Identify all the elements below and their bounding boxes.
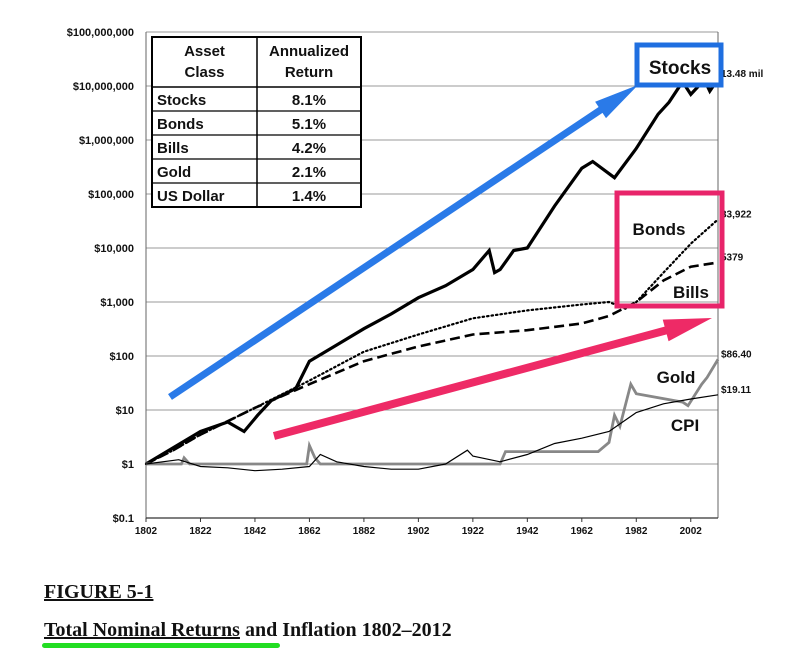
y-tick-label: $100,000,000 [67,27,134,39]
highlight-underline [42,643,280,648]
figure-number: FIGURE 5-1 [44,581,154,603]
stocks-arrow [168,85,639,400]
end-label-cpi: $19.11 [721,385,751,396]
y-tick-label: $100,000 [88,189,134,201]
x-tick-label: 1862 [298,526,321,537]
series-line-stocks [145,76,720,466]
bonds-bills-callout-box [614,190,725,309]
y-tick-label: $1,000 [100,297,134,309]
series-line-bills [145,261,719,466]
x-tick-label: 1842 [244,526,267,537]
series-end-labels: 13.48 mil 33,922 5379 $86.40 $19.11 [721,69,763,396]
table-header: Annualized [269,43,349,60]
table-cell-return: 5.1% [292,116,326,133]
table-cell-return: 1.4% [292,188,326,205]
x-tick-label: 2002 [680,526,703,537]
end-label-stocks: 13.48 mil [721,69,763,80]
series-line-cpi [145,394,719,472]
table-header: Return [285,64,333,81]
end-label-bills: 5379 [721,253,744,264]
end-label-gold: $86.40 [721,349,752,360]
figure-title: Total Nominal Returns and Inflation 1802… [44,619,452,642]
table-cell-return: 8.1% [292,92,326,109]
x-tick-label: 1802 [135,526,158,537]
returns-chart: $0.1 $1 $10 $100 $1,000 $10,000 $100,000 $1,000… [67,27,764,537]
y-tick-label: $10,000 [94,243,134,255]
callout-label-stocks: Stocks [649,58,711,79]
end-label-bonds: 33,922 [721,209,752,220]
y-tick-label: $10 [116,405,134,417]
y-tick-label: $100 [110,351,134,363]
y-tick-label: $1 [122,459,134,471]
stocks-callout-box [634,42,724,88]
series-callouts: Stocks Bonds Bills Gold CPI [614,42,725,435]
table-header: Asset [184,43,225,60]
x-tick-label: 1822 [189,526,212,537]
x-tick-label: 1982 [625,526,648,537]
callout-label-bills: Bills [673,283,709,302]
table-cell-asset: US Dollar [157,188,225,205]
series-line-gold [146,358,720,466]
y-tick-label: $1,000,000 [79,135,134,147]
table-cell-asset: Bonds [157,116,204,133]
y-tick-label: $0.1 [113,513,134,525]
x-tick-label: 1942 [516,526,539,537]
series-lines [144,76,720,472]
y-tick-label: $10,000,000 [73,81,134,93]
x-tick-label: 1922 [462,526,485,537]
callout-label-gold: Gold [657,368,696,387]
table-cell-return: 4.2% [292,140,326,157]
figure-title-highlighted: Total Nominal Returns [44,619,240,641]
x-tick-label: 1902 [407,526,430,537]
axes: $0.1 $1 $10 $100 $1,000 $10,000 $100,000 $1,000… [67,27,719,537]
bonds-bills-arrow [272,318,712,440]
x-tick-label: 1882 [353,526,376,537]
figure-title-rest: and Inflation 1802–2012 [239,619,452,641]
table-cell-asset: Bills [157,140,189,157]
trend-arrows [168,85,712,440]
table-header: Class [184,64,224,81]
x-tick-label: 1962 [571,526,594,537]
table-cell-asset: Stocks [157,92,206,109]
callout-label-cpi: CPI [671,416,699,435]
callout-label-bonds: Bonds [633,220,686,239]
table-cell-return: 2.1% [292,164,326,181]
table-cell-asset: Gold [157,164,191,181]
returns-table: Asset Class Annualized Return Stocks 8.1% Bond… [151,36,362,208]
